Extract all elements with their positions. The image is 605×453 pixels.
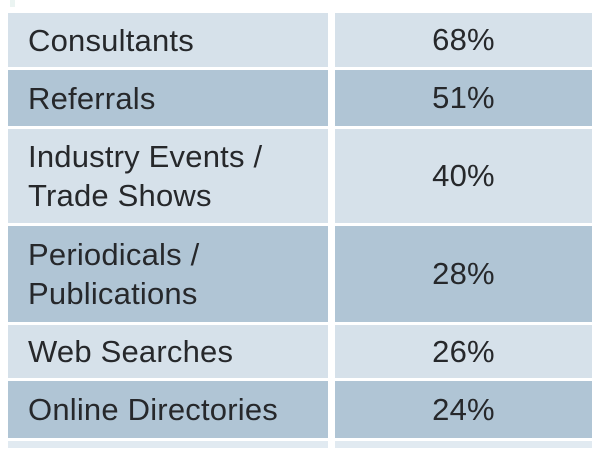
table-row: Online Directories 24% <box>8 381 592 438</box>
source-label: Periodicals / Publications <box>8 226 328 322</box>
source-label: Online Directories <box>8 381 328 438</box>
source-value: 24% <box>335 381 592 438</box>
partial-cell <box>335 441 592 448</box>
table-row: Referrals 51% <box>8 70 592 126</box>
source-value: 40% <box>335 129 592 223</box>
partial-cell <box>8 441 328 448</box>
sources-table: Consultants 68% Referrals 51% Industry Event… <box>8 13 592 448</box>
source-value: 28% <box>335 226 592 322</box>
table-row: Consultants 68% <box>8 13 592 67</box>
crop-artifact <box>10 0 15 7</box>
source-value: 68% <box>335 13 592 67</box>
partial-next-row <box>8 441 592 448</box>
table-row: Industry Events / Trade Shows 40% <box>8 129 592 223</box>
table-row: Web Searches 26% <box>8 325 592 378</box>
source-label: Consultants <box>8 13 328 67</box>
source-label: Referrals <box>8 70 328 126</box>
source-value: 51% <box>335 70 592 126</box>
source-label: Web Searches <box>8 325 328 378</box>
source-value: 26% <box>335 325 592 378</box>
table-row: Periodicals / Publications 28% <box>8 226 592 322</box>
source-label: Industry Events / Trade Shows <box>8 129 328 223</box>
